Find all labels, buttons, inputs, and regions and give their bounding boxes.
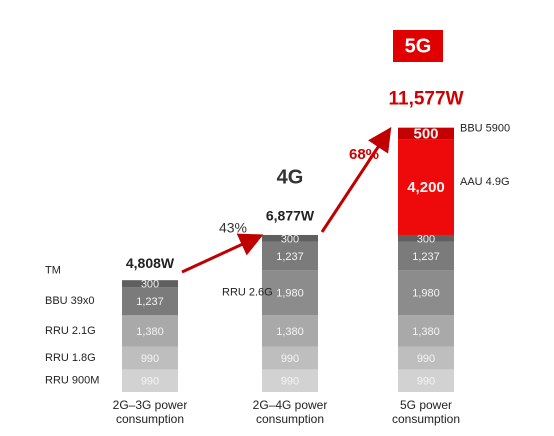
bar-segment (122, 280, 178, 288)
series-label: RRU 1.8G (45, 352, 96, 364)
series-label: BBU 39x0 (45, 295, 95, 307)
bar-segment (262, 369, 318, 392)
total-label: 4,808W (126, 255, 175, 271)
segment-label: 990 (417, 353, 435, 365)
segment-label: 1,980 (276, 288, 304, 300)
annotation: 68% (349, 146, 379, 163)
bar-segment (398, 270, 454, 316)
segment-label: 1,237 (412, 251, 440, 263)
segment-label: 990 (281, 376, 299, 388)
segment-label: 1,380 (412, 326, 440, 338)
segment-label: 300 (417, 233, 435, 245)
series-label: AAU 4.9G (460, 176, 510, 188)
growth-arrow (320, 126, 392, 233)
bar-segment (262, 270, 318, 316)
bar-segment (398, 127, 454, 140)
bar-segment (122, 315, 178, 347)
generation-label: 5G (405, 35, 432, 57)
bar-segment (398, 346, 454, 370)
bar-segment (262, 315, 318, 347)
series-label: RRU 2.6G (222, 287, 273, 299)
bar-segment (262, 346, 318, 370)
x-tick-label: 5G power consumption (391, 398, 461, 426)
generation-badge (393, 30, 443, 62)
segment-label: 990 (417, 376, 435, 388)
x-tick-label: 2G–4G power consumption (252, 398, 328, 426)
bar-segment (122, 287, 178, 316)
x-tick-label: 2G–3G power consumption (112, 398, 188, 426)
segment-label: 300 (141, 279, 159, 291)
bar-segment (122, 369, 178, 392)
segment-label: 990 (141, 376, 159, 388)
series-label: TM (45, 265, 61, 277)
segment-label: 1,980 (412, 288, 440, 300)
bar-segment (398, 139, 454, 235)
annotation: 43% (219, 220, 247, 236)
series-label: RRU 900M (45, 375, 99, 387)
growth-arrow (181, 233, 264, 274)
segment-label: 4,200 (407, 179, 445, 196)
segment-label: 990 (141, 353, 159, 365)
generation-label: 4G (277, 166, 304, 188)
segment-label: 1,237 (276, 251, 304, 263)
bar-segment (262, 241, 318, 271)
bar-segment (398, 234, 454, 242)
segment-label: 500 (413, 125, 438, 142)
segment-label: 1,380 (276, 326, 304, 338)
segment-label: 990 (281, 353, 299, 365)
segment-label: 300 (281, 233, 299, 245)
segment-label: 1,380 (136, 326, 164, 338)
total-label: 6,877W (266, 208, 315, 224)
bar-segment (398, 369, 454, 392)
total-label: 11,577W (389, 89, 464, 110)
bar-segment (122, 346, 178, 370)
segment-label: 1,237 (136, 296, 164, 308)
bar-segment (398, 315, 454, 347)
series-label: RRU 2.1G (45, 325, 96, 337)
series-label: BBU 5900 (460, 122, 510, 134)
bar-segment (398, 241, 454, 271)
bar-segment (262, 234, 318, 242)
